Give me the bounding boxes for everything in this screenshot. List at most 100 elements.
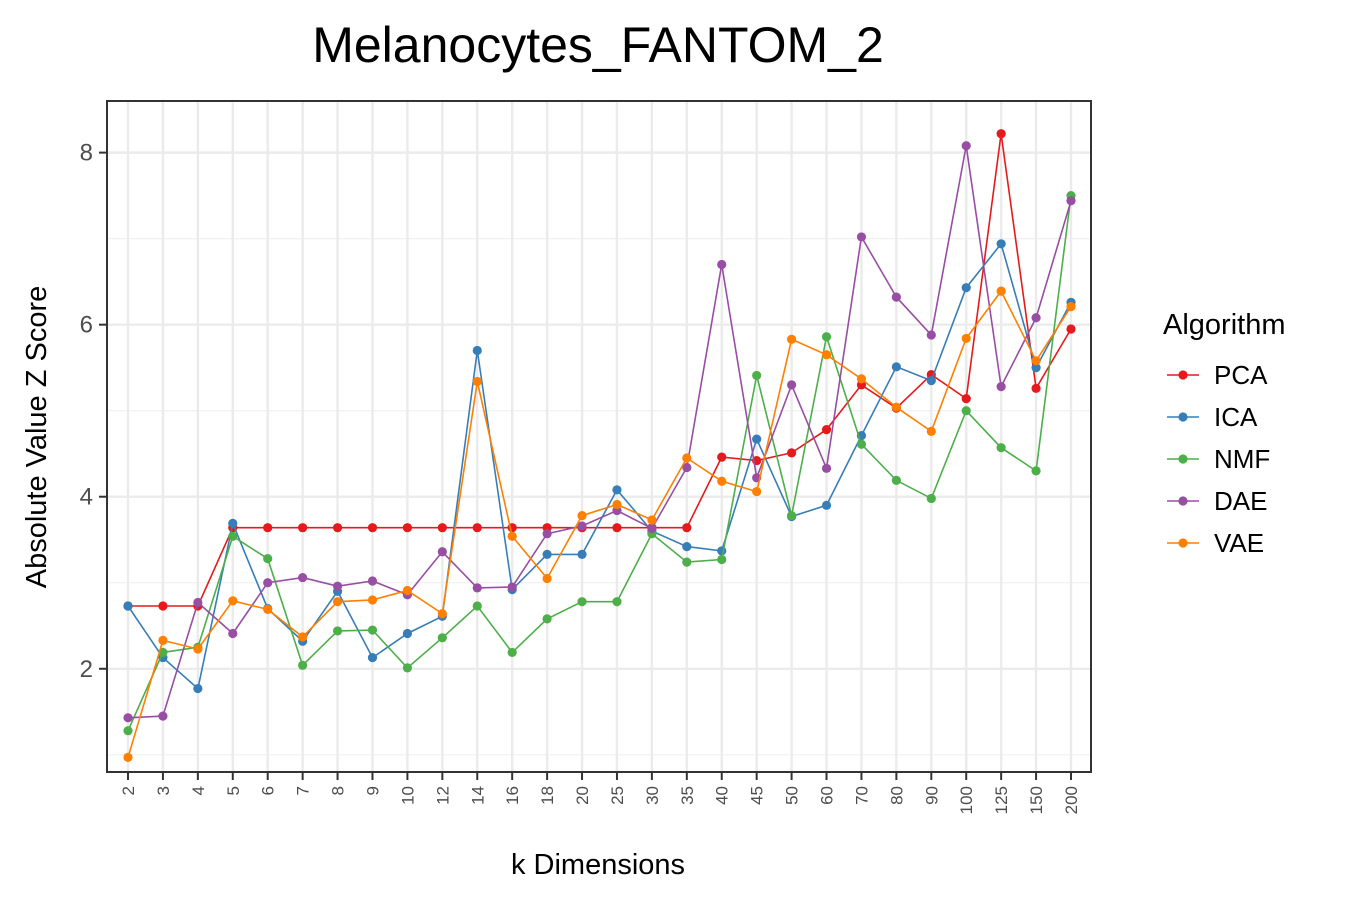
data-point-vae — [612, 499, 622, 510]
data-point-nmf — [682, 557, 692, 567]
data-point-vae — [193, 644, 203, 654]
data-point-ica — [612, 485, 622, 495]
x-tick-label: 125 — [992, 786, 1011, 814]
legend-item-vae: VAE — [1167, 528, 1264, 558]
y-tick-label: 8 — [80, 140, 93, 167]
legend-label: ICA — [1214, 402, 1258, 432]
series-dae — [123, 141, 1076, 723]
data-point-vae — [1066, 302, 1076, 312]
data-point-nmf — [752, 370, 762, 381]
data-point-vae — [507, 531, 517, 541]
data-point-vae — [577, 511, 587, 521]
data-point-dae — [228, 628, 238, 639]
data-point-dae — [1031, 313, 1041, 323]
data-point-vae — [682, 453, 692, 463]
data-point-nmf — [577, 597, 587, 607]
legend-label: VAE — [1214, 528, 1264, 558]
data-point-pca — [961, 394, 971, 404]
chart-title: Melanocytes_FANTOM_2 — [312, 17, 884, 73]
data-point-pca — [717, 452, 727, 462]
data-point-dae — [298, 572, 308, 583]
data-point-vae — [123, 752, 133, 762]
x-tick-label: 80 — [887, 786, 906, 805]
data-point-ica — [996, 239, 1006, 249]
data-point-ica — [717, 546, 727, 556]
x-tick-label: 7 — [294, 786, 313, 795]
series-line-dae — [127, 145, 1072, 719]
data-point-vae — [856, 374, 867, 384]
data-point-vae — [472, 376, 482, 387]
x-tick-label: 8 — [329, 786, 348, 795]
x-axis-title: k Dimensions — [511, 849, 685, 881]
data-point-pca — [298, 523, 308, 533]
series-line-ica — [127, 242, 1072, 691]
data-point-nmf — [263, 554, 273, 564]
series-ica — [123, 239, 1076, 694]
data-point-pca — [437, 523, 447, 533]
data-point-pca — [821, 425, 832, 435]
data-point-nmf — [717, 554, 727, 565]
legend-item-ica: ICA — [1167, 402, 1258, 432]
data-point-ica — [367, 652, 378, 663]
data-point-dae — [961, 141, 971, 151]
data-point-nmf — [961, 406, 971, 416]
data-point-pca — [402, 523, 413, 533]
plot-panel-border — [106, 100, 1092, 773]
data-point-dae — [472, 583, 482, 593]
data-point-dae — [542, 529, 552, 539]
data-point-pca — [472, 523, 482, 533]
series-nmf — [123, 191, 1076, 736]
x-tick-label: 25 — [608, 786, 627, 805]
data-point-dae — [1066, 196, 1076, 206]
data-point-dae — [856, 232, 867, 242]
data-point-pca — [158, 601, 168, 611]
data-point-dae — [263, 578, 273, 588]
data-point-ica — [472, 345, 482, 356]
legend-key-point — [1178, 496, 1188, 506]
data-point-dae — [786, 380, 797, 390]
data-point-dae — [437, 547, 447, 557]
data-point-pca — [682, 523, 692, 533]
data-point-vae — [926, 426, 936, 436]
data-point-vae — [158, 635, 168, 645]
data-point-dae — [158, 711, 168, 721]
data-point-dae — [682, 462, 692, 473]
data-point-nmf — [367, 625, 378, 635]
x-tick-label: 90 — [922, 786, 941, 805]
data-point-dae — [647, 523, 657, 534]
legend-key-point — [1178, 412, 1188, 422]
x-tick-label: 40 — [713, 786, 732, 805]
legend-title: Algorithm — [1163, 309, 1286, 341]
data-point-ica — [193, 683, 203, 694]
data-point-ica — [542, 549, 552, 559]
legend-item-pca: PCA — [1167, 360, 1268, 390]
data-point-vae — [263, 604, 273, 615]
legend-item-dae: DAE — [1167, 486, 1267, 516]
x-tick-label: 14 — [468, 786, 487, 805]
data-point-dae — [193, 597, 203, 608]
data-point-ica — [123, 601, 133, 611]
y-tick-label: 4 — [80, 484, 93, 511]
x-tick-label: 5 — [224, 786, 243, 795]
data-point-ica — [682, 542, 692, 552]
legend-item-nmf: NMF — [1167, 444, 1270, 474]
data-point-nmf — [332, 626, 343, 636]
x-tick-label: 3 — [154, 786, 173, 795]
x-tick-label: 20 — [573, 786, 592, 805]
data-point-dae — [717, 259, 727, 270]
data-point-pca — [1066, 324, 1076, 334]
data-point-vae — [647, 515, 657, 525]
data-point-nmf — [1031, 466, 1041, 476]
data-point-vae — [786, 334, 797, 344]
data-point-nmf — [472, 601, 482, 611]
data-point-vae — [542, 573, 552, 584]
legend: Algorithm PCA ICA NMF DAE VAE — [1163, 309, 1286, 558]
data-point-nmf — [612, 597, 622, 607]
data-point-dae — [996, 382, 1006, 392]
data-point-pca — [367, 523, 378, 533]
data-point-nmf — [821, 332, 832, 342]
x-tick-label: 10 — [398, 786, 417, 805]
y-tick-label: 6 — [80, 312, 93, 339]
x-tick-label: 9 — [363, 786, 382, 795]
